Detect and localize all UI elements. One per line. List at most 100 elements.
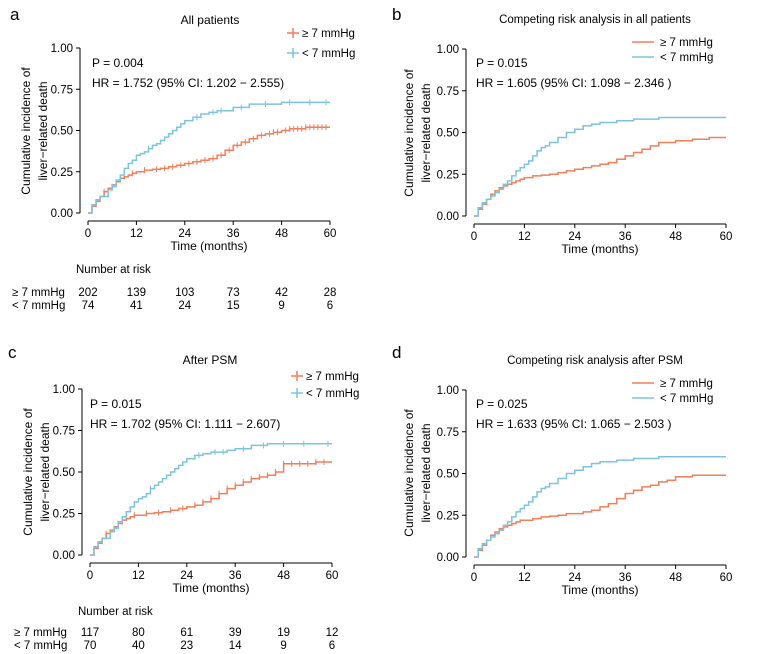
risk-value: 24: [178, 300, 191, 312]
risk-value: 6: [327, 300, 333, 312]
panel-letter: c: [8, 343, 17, 362]
y-axis-label-line: Cumulative incidence of: [19, 67, 33, 195]
x-tick-label: 60: [720, 231, 733, 243]
panel-letter: b: [392, 5, 401, 24]
panel-b: b Competing risk analysis in all patients…: [392, 5, 732, 256]
y-tick-label: 0.00: [53, 550, 75, 562]
y-axis-label-line: Cumulative incidence of: [21, 408, 35, 536]
x-tick-label: 24: [568, 231, 581, 243]
panel-d: d Competing risk analysis after PSM 0.00 0.…: [392, 343, 732, 597]
risk-value: 74: [82, 300, 95, 312]
y-axis-label-line: liver−related death: [419, 423, 433, 522]
y-tick-label: 0.25: [53, 509, 75, 521]
panel-c: c After PSM 0.00 0.25 0.50 0.75 1.00 0 12 24 36 48 6…: [8, 343, 359, 652]
risk-value: 12: [326, 627, 339, 639]
risk-value: 70: [84, 640, 97, 652]
risk-table-header: Number at risk: [76, 264, 151, 276]
risk-value: 14: [229, 640, 242, 652]
legend-label: < 7 mmHg: [306, 388, 359, 400]
y-tick-label: 0.25: [437, 169, 459, 181]
risk-value: 15: [227, 300, 240, 312]
x-tick-label: 12: [518, 572, 531, 584]
legend-label: < 7 mmHg: [302, 48, 355, 60]
y-tick-label: 0.50: [53, 467, 75, 479]
y-tick-label: 0.75: [437, 427, 459, 439]
series-line-high: [90, 461, 332, 556]
legend-label: < 7 mmHg: [660, 52, 713, 64]
x-tick-label: 60: [720, 572, 733, 584]
series-line-high: [474, 474, 726, 558]
x-tick-label: 36: [229, 570, 242, 582]
chart-title: Competing risk analysis in all patients: [499, 14, 691, 26]
y-axis-label-line: Cumulative incidence of: [402, 69, 416, 197]
y-tick-label: 0.75: [51, 84, 73, 96]
y-tick-label: 0.50: [437, 469, 459, 481]
risk-value: 28: [324, 287, 337, 299]
x-axis-label: Time (months): [562, 242, 639, 256]
x-tick-label: 48: [277, 570, 290, 582]
legend-item-low: < 7 mmHg: [632, 52, 713, 64]
risk-table-header: Number at risk: [78, 606, 153, 618]
series-line-low: [90, 443, 332, 556]
axes: [81, 389, 332, 564]
x-tick-label: 48: [669, 231, 682, 243]
x-axis-label: Time (months): [562, 583, 639, 597]
y-tick-label: 0.25: [51, 167, 73, 179]
y-tick-label: 1.00: [437, 44, 459, 56]
x-tick-label: 36: [227, 228, 240, 240]
risk-value: 139: [127, 287, 146, 299]
y-tick-label: 0.50: [51, 126, 73, 138]
risk-value: 41: [130, 300, 143, 312]
x-tick-label: 12: [518, 231, 531, 243]
x-tick-label: 36: [619, 231, 632, 243]
legend-label: ≥ 7 mmHg: [306, 371, 359, 383]
risk-value: 19: [277, 627, 290, 639]
risk-value: 9: [280, 640, 286, 652]
risk-value: 80: [132, 627, 145, 639]
legend-item-high: ≥ 7 mmHg: [287, 28, 355, 40]
x-tick-label: 60: [324, 228, 337, 240]
risk-row-label: < 7 mmHg: [14, 640, 67, 652]
risk-value: 117: [81, 627, 99, 639]
risk-value: 103: [175, 287, 194, 299]
chart-title: Competing risk analysis after PSM: [507, 355, 683, 367]
axes: [79, 48, 330, 222]
x-tick-label: 24: [178, 228, 191, 240]
legend-label: < 7 mmHg: [660, 393, 713, 405]
risk-value: 40: [132, 640, 145, 652]
legend-label: ≥ 7 mmHg: [302, 28, 355, 40]
risk-value: 9: [278, 300, 284, 312]
risk-value: 42: [275, 287, 288, 299]
legend-item-low: < 7 mmHg: [632, 393, 713, 405]
risk-value: 202: [78, 287, 97, 299]
legend-item-high: ≥ 7 mmHg: [632, 37, 713, 49]
x-tick-label: 12: [132, 570, 145, 582]
x-axis-label: Time (months): [173, 581, 250, 595]
x-tick-label: 24: [180, 570, 193, 582]
y-tick-label: 0.25: [437, 510, 459, 522]
y-tick-label: 0.00: [437, 552, 459, 564]
y-tick-label: 1.00: [437, 385, 459, 397]
risk-row-label: ≥ 7 mmHg: [14, 627, 67, 639]
x-tick-label: 12: [130, 228, 143, 240]
x-tick-label: 0: [87, 570, 93, 582]
hazard-ratio: HR = 1.633 (95% CI: 1.065 − 2.503 ): [476, 417, 671, 431]
y-axis-label-line: Cumulative incidence of: [402, 409, 416, 537]
x-axis-label: Time (months): [171, 239, 248, 253]
risk-table: Number at risk ≥ 7 mmHg 202 139 103 73 42 28 < 7…: [12, 264, 336, 312]
series-line-low: [474, 456, 726, 558]
p-value: P = 0.025: [476, 397, 528, 411]
panel-letter: a: [10, 5, 20, 24]
p-value: P = 0.004: [92, 56, 144, 70]
y-tick-label: 0.50: [437, 128, 459, 140]
y-tick-label: 0.00: [51, 208, 73, 220]
risk-value: 61: [180, 627, 193, 639]
risk-table: Number at risk ≥ 7 mmHg 117 80 61 39 19 12 < 7 m…: [14, 606, 338, 652]
risk-value: 23: [180, 640, 193, 652]
series-line-low: [474, 116, 726, 217]
legend-label: ≥ 7 mmHg: [660, 37, 713, 49]
hazard-ratio: HR = 1.605 (95% CI: 1.098 − 2.346 ): [476, 76, 671, 90]
p-value: P = 0.015: [90, 397, 142, 411]
p-value: P = 0.015: [476, 56, 528, 70]
chart-title: All patients: [181, 13, 240, 27]
